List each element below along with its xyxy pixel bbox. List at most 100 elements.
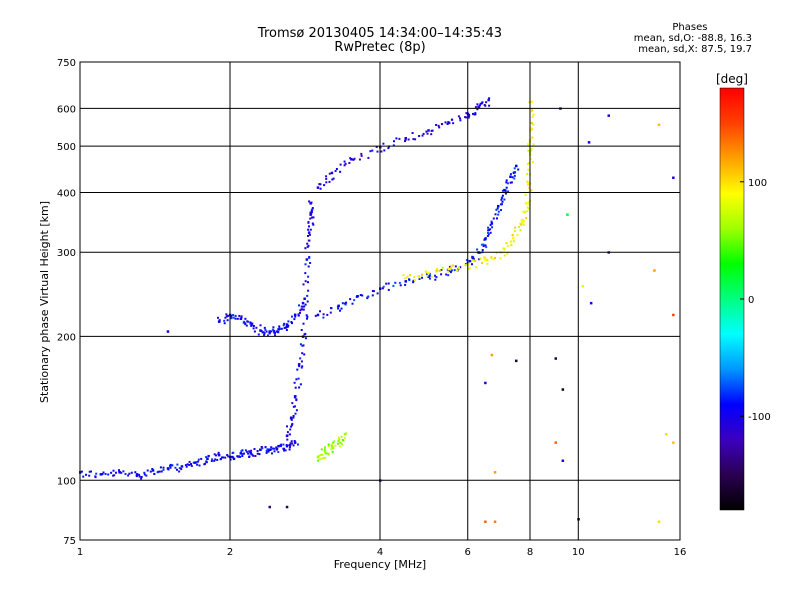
trace-dot bbox=[311, 222, 314, 225]
trace-dot bbox=[216, 459, 219, 461]
trace-dot bbox=[450, 269, 453, 272]
colorbar-label: [deg] bbox=[716, 72, 748, 86]
data-point bbox=[323, 450, 327, 453]
trace-dot bbox=[509, 181, 512, 184]
trace-dot bbox=[270, 330, 273, 333]
trace-dot bbox=[394, 281, 397, 284]
scatter-point bbox=[554, 357, 557, 360]
trace-dot bbox=[265, 330, 268, 333]
trace-dot bbox=[337, 442, 339, 445]
data-point bbox=[297, 363, 301, 366]
trace-dot bbox=[474, 113, 477, 116]
trace-dot bbox=[522, 223, 525, 226]
trace-dot bbox=[295, 409, 298, 412]
trace-dot bbox=[242, 321, 245, 324]
trace-dot bbox=[441, 123, 444, 125]
trace-dot bbox=[184, 464, 187, 467]
trace-dot bbox=[499, 257, 502, 260]
trace-dot bbox=[192, 461, 195, 464]
trace-dot bbox=[309, 217, 312, 220]
trace-dot bbox=[501, 197, 504, 199]
y-tick-label: 300 bbox=[57, 248, 76, 259]
trace-dot bbox=[486, 235, 489, 237]
trace-dot bbox=[322, 316, 325, 319]
trace-dot bbox=[291, 442, 294, 445]
data-point bbox=[285, 444, 289, 448]
trace-dot bbox=[320, 448, 323, 451]
trace-dot bbox=[196, 463, 199, 466]
data-point bbox=[135, 473, 139, 476]
data-point bbox=[447, 267, 451, 271]
trace-dot bbox=[404, 138, 407, 141]
trace-dot bbox=[325, 175, 328, 178]
trace-dot bbox=[505, 181, 508, 184]
trace-dot bbox=[395, 137, 398, 140]
scatter-point bbox=[665, 433, 668, 436]
data-point bbox=[484, 237, 487, 241]
trace-dot bbox=[411, 132, 414, 134]
trace-dot bbox=[353, 157, 356, 160]
trace-dot bbox=[303, 353, 306, 356]
trace-dot bbox=[319, 453, 322, 456]
trace-dot bbox=[113, 474, 116, 477]
trace-dot bbox=[325, 181, 328, 184]
trace-dot bbox=[530, 150, 533, 152]
trace-dot bbox=[495, 208, 498, 211]
trace-dot bbox=[489, 231, 492, 234]
trace-dot bbox=[273, 329, 276, 332]
trace-dot bbox=[457, 115, 460, 118]
trace-dot bbox=[418, 276, 421, 279]
y-axis-label: Stationary phase Virtual Height [km] bbox=[38, 201, 51, 403]
trace-dot bbox=[241, 453, 244, 455]
trace-dot bbox=[530, 127, 533, 130]
trace-dot bbox=[134, 471, 137, 474]
trace-dot bbox=[469, 260, 472, 263]
trace-dot bbox=[254, 455, 257, 457]
trace-dot bbox=[474, 260, 477, 262]
trace-dot bbox=[304, 280, 307, 283]
trace-dot bbox=[227, 314, 230, 317]
trace-dot bbox=[250, 324, 253, 327]
trace-dot bbox=[481, 101, 484, 104]
x-axis-label: Frequency [MHz] bbox=[334, 558, 426, 571]
trace-dot bbox=[90, 470, 92, 473]
trace-dot bbox=[273, 450, 276, 453]
trace-dot bbox=[348, 162, 351, 164]
trace-dot bbox=[321, 453, 324, 456]
trace-dot bbox=[112, 469, 115, 472]
data-point bbox=[490, 222, 494, 225]
trace-dot bbox=[398, 137, 401, 140]
x-tick-label: 2 bbox=[227, 547, 233, 558]
scatter-point bbox=[493, 471, 497, 474]
scatter-point bbox=[672, 176, 675, 179]
data-point bbox=[217, 320, 221, 323]
trace-dot bbox=[128, 472, 131, 475]
trace-dot bbox=[122, 470, 125, 473]
scatter-point bbox=[607, 114, 610, 117]
trace-dot bbox=[501, 194, 504, 197]
trace-dot bbox=[476, 248, 479, 251]
data-point bbox=[239, 317, 243, 320]
trace-dot bbox=[140, 477, 143, 480]
trace-dot bbox=[185, 465, 188, 468]
trace-dot bbox=[344, 162, 347, 165]
trace-dot bbox=[485, 101, 488, 104]
trace-dot bbox=[272, 447, 274, 450]
trace-dot bbox=[478, 104, 481, 107]
trace-dot bbox=[446, 270, 449, 273]
trace-dot bbox=[473, 258, 475, 261]
trace-dot bbox=[298, 304, 300, 307]
trace-dot bbox=[527, 207, 530, 210]
scatter-point bbox=[493, 520, 497, 523]
trace-dot bbox=[421, 276, 423, 279]
trace-dot bbox=[330, 307, 333, 310]
trace-dot bbox=[438, 126, 441, 129]
trace-dot bbox=[458, 266, 460, 269]
trace-dot bbox=[495, 251, 498, 254]
trace-dot bbox=[178, 467, 181, 470]
trace-dot bbox=[290, 418, 293, 421]
trace-dot bbox=[307, 221, 310, 223]
trace-dot bbox=[300, 366, 303, 369]
trace-dot bbox=[279, 445, 282, 448]
